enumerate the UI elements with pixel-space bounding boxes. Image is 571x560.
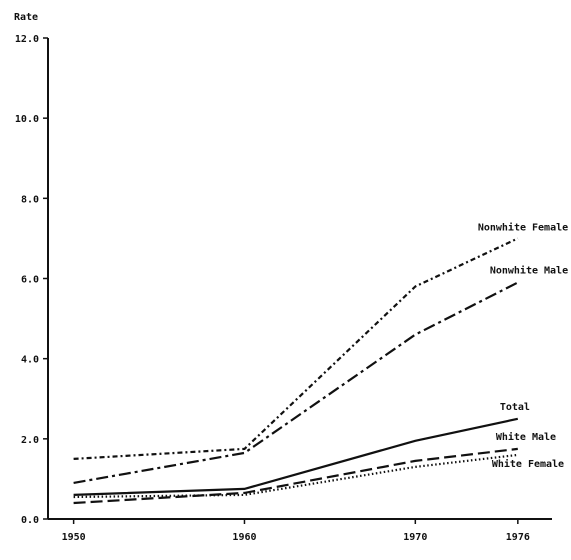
y-tick-label: 10.0 (15, 114, 39, 125)
series-labels: Nonwhite Female Nonwhite Male Total White M… (478, 221, 568, 469)
series-label-nonwhite-male: Nonwhite Male (490, 265, 568, 277)
series-group (73, 237, 519, 505)
series-label-white-male: White Male (496, 431, 556, 443)
series-line-white-female (73, 453, 518, 499)
y-tick-label: 2.0 (21, 435, 39, 446)
series-label-total: Total (500, 402, 530, 413)
x-tick-label: 1960 (232, 532, 256, 543)
y-tick-label: 6.0 (21, 275, 39, 286)
series-line-white-male (73, 447, 518, 505)
x-tick-label: 1970 (403, 532, 427, 543)
x-tick-label: 1950 (62, 532, 86, 543)
x-tick-label: 1976 (506, 532, 530, 543)
series-label-nonwhite-female: Nonwhite Female (478, 221, 568, 233)
y-axis-label: Rate (14, 12, 38, 23)
y-tick-label: 4.0 (21, 355, 39, 366)
y-tick-label: 0.0 (21, 515, 39, 526)
series-line-nonwhite-female (73, 237, 519, 460)
series-line-nonwhite-male (73, 281, 519, 484)
axes: 0.0 2.0 4.0 6.0 8.0 10.0 12.0 1950 1960 1970 1976 (15, 34, 552, 543)
y-tick-label: 8.0 (21, 194, 39, 205)
series-label-white-female: White Female (492, 458, 564, 470)
series-line-total (73, 417, 519, 496)
y-tick-label: 12.0 (15, 34, 39, 45)
